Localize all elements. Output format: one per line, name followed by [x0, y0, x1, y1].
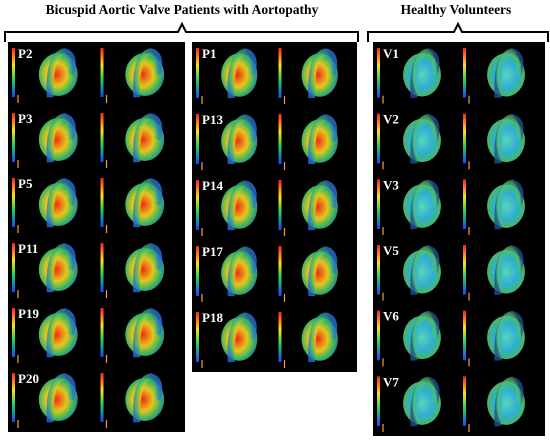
aorta-render: [46, 178, 76, 228]
case-label: V6: [383, 309, 399, 324]
aorta-render: [46, 48, 76, 98]
color-bar: [196, 246, 199, 296]
color-bar: [463, 310, 466, 361]
aorta-render: [46, 243, 76, 293]
aorta-render: [227, 48, 257, 99]
color-bar: [377, 48, 380, 98]
case-label: V2: [383, 112, 399, 127]
aorta-render: [227, 246, 257, 297]
case-label: P1: [202, 46, 216, 61]
aorta-render: [227, 114, 257, 165]
color-bar: [100, 178, 104, 227]
color-bar: [100, 308, 104, 357]
aorta-render: [494, 48, 524, 98]
aorta-render: [410, 376, 440, 427]
aorta-render: [133, 48, 163, 98]
case-label: P19: [18, 306, 39, 321]
aorta-render: [308, 312, 338, 363]
color-bar: [463, 376, 466, 426]
color-bar: [463, 48, 466, 98]
color-bar: [100, 113, 104, 162]
aorta-render: [46, 113, 76, 163]
case-label: P18: [202, 310, 223, 325]
aorta-render: [494, 376, 524, 427]
color-bar: [278, 114, 282, 164]
color-bar: [196, 48, 199, 98]
case-label: P5: [18, 176, 33, 191]
aorta-render: [133, 308, 163, 358]
aorta-render: [410, 310, 440, 361]
color-bar: [196, 180, 199, 230]
color-bar: [12, 243, 15, 292]
aorta-render: [308, 48, 338, 99]
case-label: V7: [383, 374, 399, 389]
color-bar: [12, 308, 15, 357]
aorta-render: [308, 246, 338, 297]
case-label: P11: [18, 241, 38, 256]
left-bracket: [4, 21, 359, 42]
color-bar: [463, 113, 466, 164]
aorta-render: [227, 180, 257, 231]
color-bar: [278, 246, 282, 296]
aorta-render: [227, 312, 257, 363]
case-label: P3: [18, 111, 33, 126]
panel: [373, 42, 545, 436]
color-bar: [278, 180, 282, 230]
color-bar: [463, 179, 466, 229]
color-bar: [12, 113, 15, 162]
panel: [8, 42, 185, 432]
color-bar: [377, 113, 380, 164]
color-bar: [377, 310, 380, 361]
aorta-render: [494, 113, 524, 164]
color-bar: [196, 114, 199, 164]
color-bar: [377, 245, 380, 295]
case-label: P13: [202, 112, 223, 127]
aorta-render: [494, 179, 524, 230]
color-bar: [100, 48, 104, 97]
aorta-render: [410, 245, 440, 295]
case-label: P14: [202, 178, 223, 193]
color-bar: [278, 48, 282, 98]
color-bar: [377, 179, 380, 229]
case-label: V5: [383, 243, 399, 258]
aorta-render: [410, 48, 440, 98]
aorta-render: [133, 113, 163, 163]
aorta-render: [410, 179, 440, 230]
right-title: Healthy Volunteers: [401, 2, 512, 17]
aorta-render: [494, 245, 524, 295]
aorta-render: [308, 114, 338, 165]
aorta-render: [410, 113, 440, 164]
aorta-render: [308, 180, 338, 231]
color-bar: [100, 373, 104, 422]
aorta-render: [46, 373, 76, 423]
aorta-render: [494, 310, 524, 361]
color-bar: [377, 376, 380, 426]
aorta-render: [133, 178, 163, 228]
color-bar: [12, 48, 15, 97]
case-label: P17: [202, 244, 223, 259]
panels: P2 P3 P5 P11 P19 P20 P1 P13 P14 P17 P18 V1 V2 V3 V5 V6 V…: [8, 42, 545, 436]
aorta-render: [46, 308, 76, 358]
case-label: P20: [18, 371, 39, 386]
aorta-render: [133, 373, 163, 423]
color-bar: [100, 243, 104, 292]
case-label: P2: [18, 46, 32, 61]
right-bracket: [367, 21, 549, 42]
left-title: Bicuspid Aortic Valve Patients with Aort…: [46, 2, 319, 17]
color-bar: [278, 312, 282, 362]
case-label: V3: [383, 177, 399, 192]
aorta-render: [133, 243, 163, 293]
color-bar: [12, 373, 15, 422]
color-bar: [12, 178, 15, 227]
color-bar: [196, 312, 199, 362]
color-bar: [463, 245, 466, 295]
case-label: V1: [383, 46, 399, 61]
